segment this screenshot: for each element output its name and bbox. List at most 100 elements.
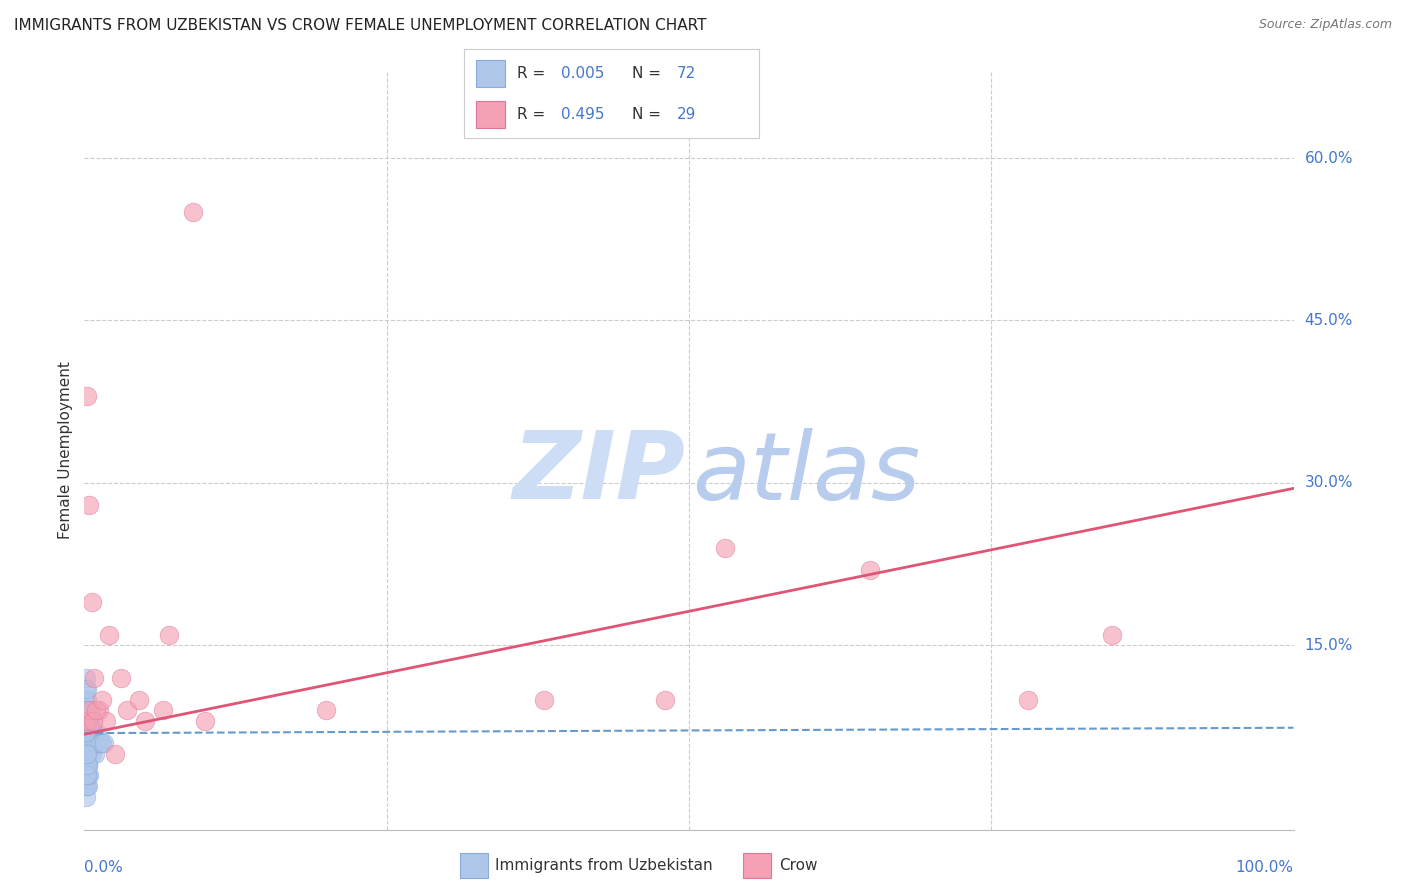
Point: [82, 736, 104, 750]
Point: [91, 692, 114, 706]
Text: 15.0%: 15.0%: [1305, 638, 1353, 653]
FancyBboxPatch shape: [475, 101, 505, 128]
Text: 45.0%: 45.0%: [1305, 313, 1353, 328]
Point: [83, 736, 105, 750]
Point: [714, 541, 737, 555]
Point: [315, 703, 337, 717]
Point: [76, 389, 98, 403]
Point: [76, 768, 98, 782]
Text: 60.0%: 60.0%: [1305, 151, 1353, 166]
Point: [77, 768, 100, 782]
Point: [76, 747, 98, 761]
Point: [76, 681, 98, 696]
Point: [97, 627, 120, 641]
Point: [77, 703, 100, 717]
Point: [84, 736, 107, 750]
Point: [82, 714, 104, 729]
Text: 0.495: 0.495: [561, 107, 605, 121]
Point: [77, 725, 100, 739]
Point: [93, 736, 115, 750]
Point: [80, 725, 103, 739]
Point: [80, 595, 103, 609]
FancyBboxPatch shape: [460, 853, 488, 878]
Point: [77, 768, 100, 782]
Text: 0.0%: 0.0%: [84, 860, 124, 875]
Point: [91, 736, 114, 750]
Point: [77, 747, 100, 761]
Point: [76, 725, 98, 739]
Point: [75, 671, 97, 685]
Text: N =: N =: [633, 107, 666, 121]
Point: [77, 714, 100, 729]
Point: [75, 757, 97, 772]
Text: N =: N =: [633, 66, 666, 80]
Point: [77, 736, 100, 750]
Point: [76, 692, 98, 706]
Point: [75, 747, 97, 761]
Point: [533, 692, 555, 706]
Point: [76, 768, 98, 782]
Text: 30.0%: 30.0%: [1305, 475, 1353, 491]
Point: [77, 747, 100, 761]
Text: ZIP: ZIP: [512, 427, 685, 519]
Point: [128, 692, 150, 706]
Text: R =: R =: [517, 66, 550, 80]
Point: [76, 768, 98, 782]
Point: [75, 725, 97, 739]
Point: [194, 714, 217, 729]
Point: [86, 703, 108, 717]
Point: [80, 736, 103, 750]
Point: [1101, 627, 1123, 641]
Point: [76, 757, 98, 772]
Text: IMMIGRANTS FROM UZBEKISTAN VS CROW FEMALE UNEMPLOYMENT CORRELATION CHART: IMMIGRANTS FROM UZBEKISTAN VS CROW FEMAL…: [14, 18, 707, 33]
Point: [79, 725, 101, 739]
Point: [89, 736, 111, 750]
Point: [181, 205, 204, 219]
Point: [77, 498, 100, 512]
Point: [83, 671, 105, 685]
Point: [76, 747, 98, 761]
Point: [77, 757, 100, 772]
Point: [82, 725, 104, 739]
Point: [77, 714, 100, 729]
Point: [77, 725, 100, 739]
Point: [134, 714, 156, 729]
Point: [76, 757, 98, 772]
Point: [76, 779, 98, 793]
Point: [90, 736, 112, 750]
Point: [75, 692, 97, 706]
Text: 72: 72: [676, 66, 696, 80]
Point: [76, 736, 98, 750]
Point: [76, 757, 98, 772]
Y-axis label: Female Unemployment: Female Unemployment: [58, 361, 73, 540]
Point: [86, 725, 108, 739]
Point: [86, 736, 108, 750]
Point: [75, 768, 97, 782]
Point: [80, 747, 103, 761]
Point: [87, 736, 110, 750]
Text: atlas: atlas: [693, 427, 921, 519]
Text: Source: ZipAtlas.com: Source: ZipAtlas.com: [1258, 18, 1392, 31]
Point: [75, 790, 97, 805]
Point: [75, 681, 97, 696]
Point: [83, 725, 105, 739]
Point: [75, 779, 97, 793]
Text: 29: 29: [676, 107, 696, 121]
Point: [75, 714, 97, 729]
Point: [75, 779, 97, 793]
Point: [79, 714, 101, 729]
FancyBboxPatch shape: [744, 853, 772, 878]
Point: [94, 714, 117, 729]
Point: [75, 714, 97, 729]
Point: [152, 703, 174, 717]
Point: [75, 736, 97, 750]
Point: [157, 627, 180, 641]
Point: [859, 563, 882, 577]
Point: [75, 703, 97, 717]
Point: [84, 747, 107, 761]
Point: [77, 779, 100, 793]
Point: [75, 747, 97, 761]
Text: 0.005: 0.005: [561, 66, 605, 80]
Point: [75, 747, 97, 761]
Point: [76, 703, 98, 717]
